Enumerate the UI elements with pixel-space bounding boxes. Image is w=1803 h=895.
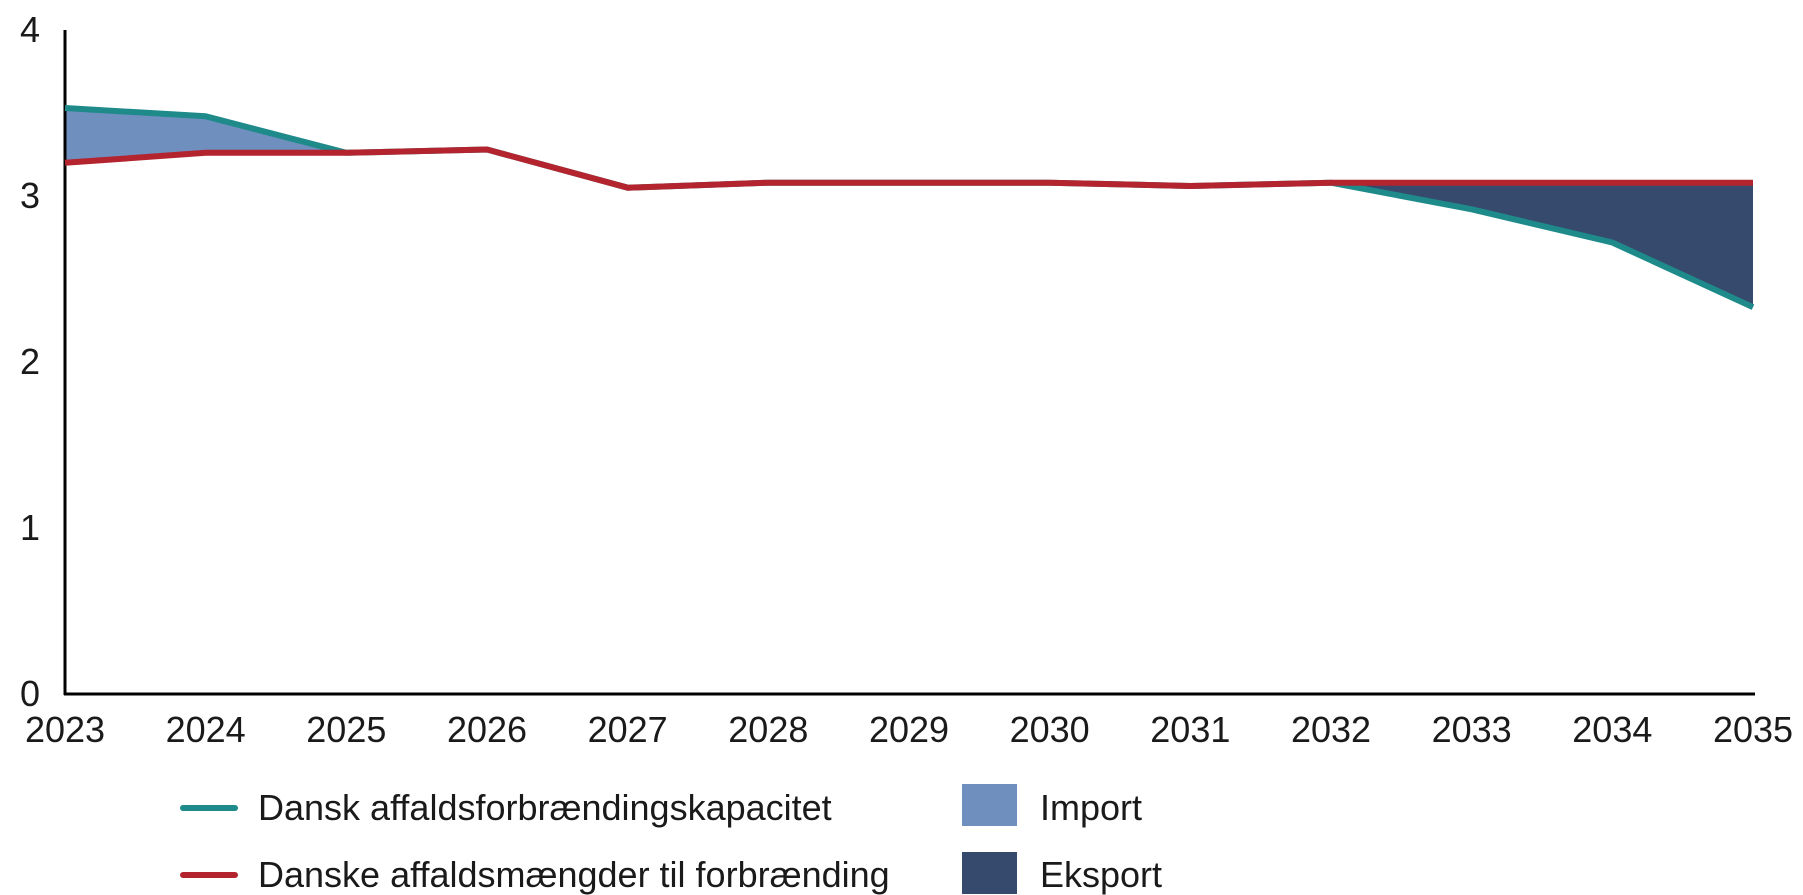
import-area-0 bbox=[65, 108, 347, 163]
series-lines bbox=[64, 105, 1755, 310]
x-tick-label: 2034 bbox=[1572, 709, 1652, 750]
legend-item-amounts: Danske affaldsmængder til forbrænding bbox=[180, 854, 890, 895]
legend-label-amounts: Danske affaldsmængder til forbrænding bbox=[258, 854, 890, 895]
legend-item-capacity: Dansk affaldsforbrændingskapacitet bbox=[180, 787, 832, 828]
amounts-line bbox=[64, 146, 1753, 191]
legend-item-import: Import bbox=[962, 784, 1142, 828]
legend-label-import: Import bbox=[1040, 787, 1142, 828]
y-tick-labels: 0 1 2 3 4 bbox=[20, 9, 40, 714]
x-tick-label: 2031 bbox=[1150, 709, 1230, 750]
y-tick-label: 2 bbox=[20, 341, 40, 382]
y-tick-label: 3 bbox=[20, 175, 40, 216]
y-tick-label: 4 bbox=[20, 9, 40, 50]
x-tick-label: 2028 bbox=[728, 709, 808, 750]
y-tick-label: 0 bbox=[20, 673, 40, 714]
x-tick-labels: 2023 2024 2025 2026 2027 2028 2029 2030 2031 2032… bbox=[25, 709, 1793, 750]
legend-label-export: Eksport bbox=[1040, 854, 1162, 895]
x-tick-label: 2035 bbox=[1713, 709, 1793, 750]
x-tick-label: 2025 bbox=[306, 709, 386, 750]
shaded-areas bbox=[65, 108, 1753, 308]
x-tick-label: 2026 bbox=[447, 709, 527, 750]
legend: Dansk affaldsforbrændingskapacitet Dansk… bbox=[180, 784, 1162, 895]
legend-swatch-export bbox=[962, 852, 1017, 894]
x-tick-label: 2029 bbox=[869, 709, 949, 750]
x-tick-label: 2024 bbox=[166, 709, 246, 750]
x-tick-label: 2023 bbox=[25, 709, 105, 750]
x-tick-label: 2027 bbox=[588, 709, 668, 750]
x-tick-label: 2032 bbox=[1291, 709, 1371, 750]
x-tick-label: 2033 bbox=[1432, 709, 1512, 750]
x-tick-label: 2030 bbox=[1010, 709, 1090, 750]
y-tick-label: 1 bbox=[20, 507, 40, 548]
export-area-0 bbox=[1331, 182, 1753, 308]
legend-label-capacity: Dansk affaldsforbrændingskapacitet bbox=[258, 787, 832, 828]
axes bbox=[63, 30, 1755, 696]
legend-swatch-import bbox=[962, 784, 1017, 826]
legend-item-export: Eksport bbox=[962, 852, 1162, 895]
